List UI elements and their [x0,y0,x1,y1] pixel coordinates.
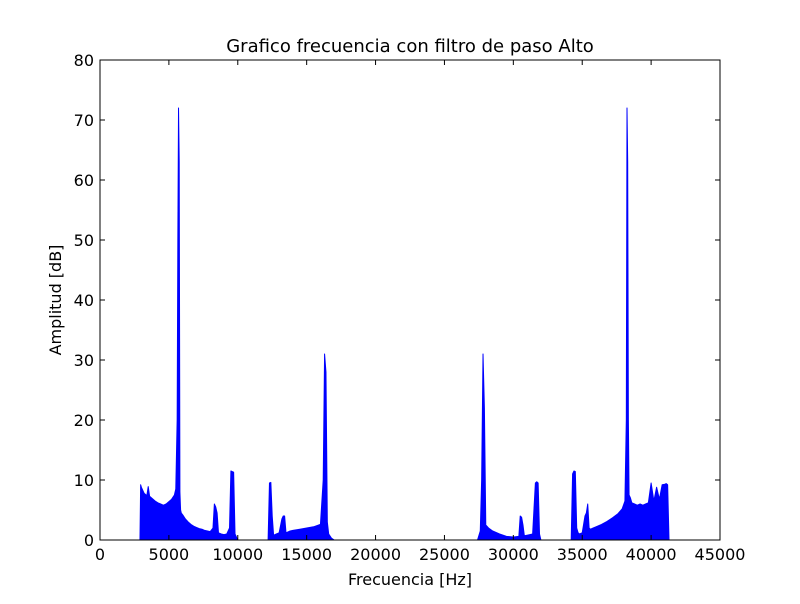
x-tick-label: 40000 [626,545,677,564]
x-tick-label: 20000 [350,545,401,564]
y-tick-label: 70 [74,111,94,130]
series-layer [99,107,707,541]
x-axis-label: Frecuencia [Hz] [348,570,472,589]
x-tick-label: 0 [95,545,105,564]
x-tick-label: 30000 [488,545,539,564]
chart-title: Grafico frecuencia con filtro de paso Al… [226,36,594,57]
series-line-0 [99,107,707,541]
x-tick-label: 10000 [212,545,263,564]
x-tick-label: 5000 [149,545,190,564]
x-tick-label: 15000 [281,545,332,564]
y-tick-label: 50 [74,231,94,250]
y-tick-label: 40 [74,291,94,310]
y-tick-label: 10 [74,471,94,490]
ticks-layer: 0 5000 10000 15000 20000 25000 30000 35000 40000… [74,51,746,564]
y-tick-label: 30 [74,351,94,370]
x-tick-label: 25000 [419,545,470,564]
x-tick-label: 35000 [557,545,608,564]
y-tick-label: 0 [84,531,94,550]
y-axis-label: Amplitud [dB] [46,245,65,356]
y-tick-label: 60 [74,171,94,190]
y-tick-label: 80 [74,51,94,70]
x-tick-label: 45000 [695,545,746,564]
plot-frame [99,59,721,541]
y-tick-label: 20 [74,411,94,430]
